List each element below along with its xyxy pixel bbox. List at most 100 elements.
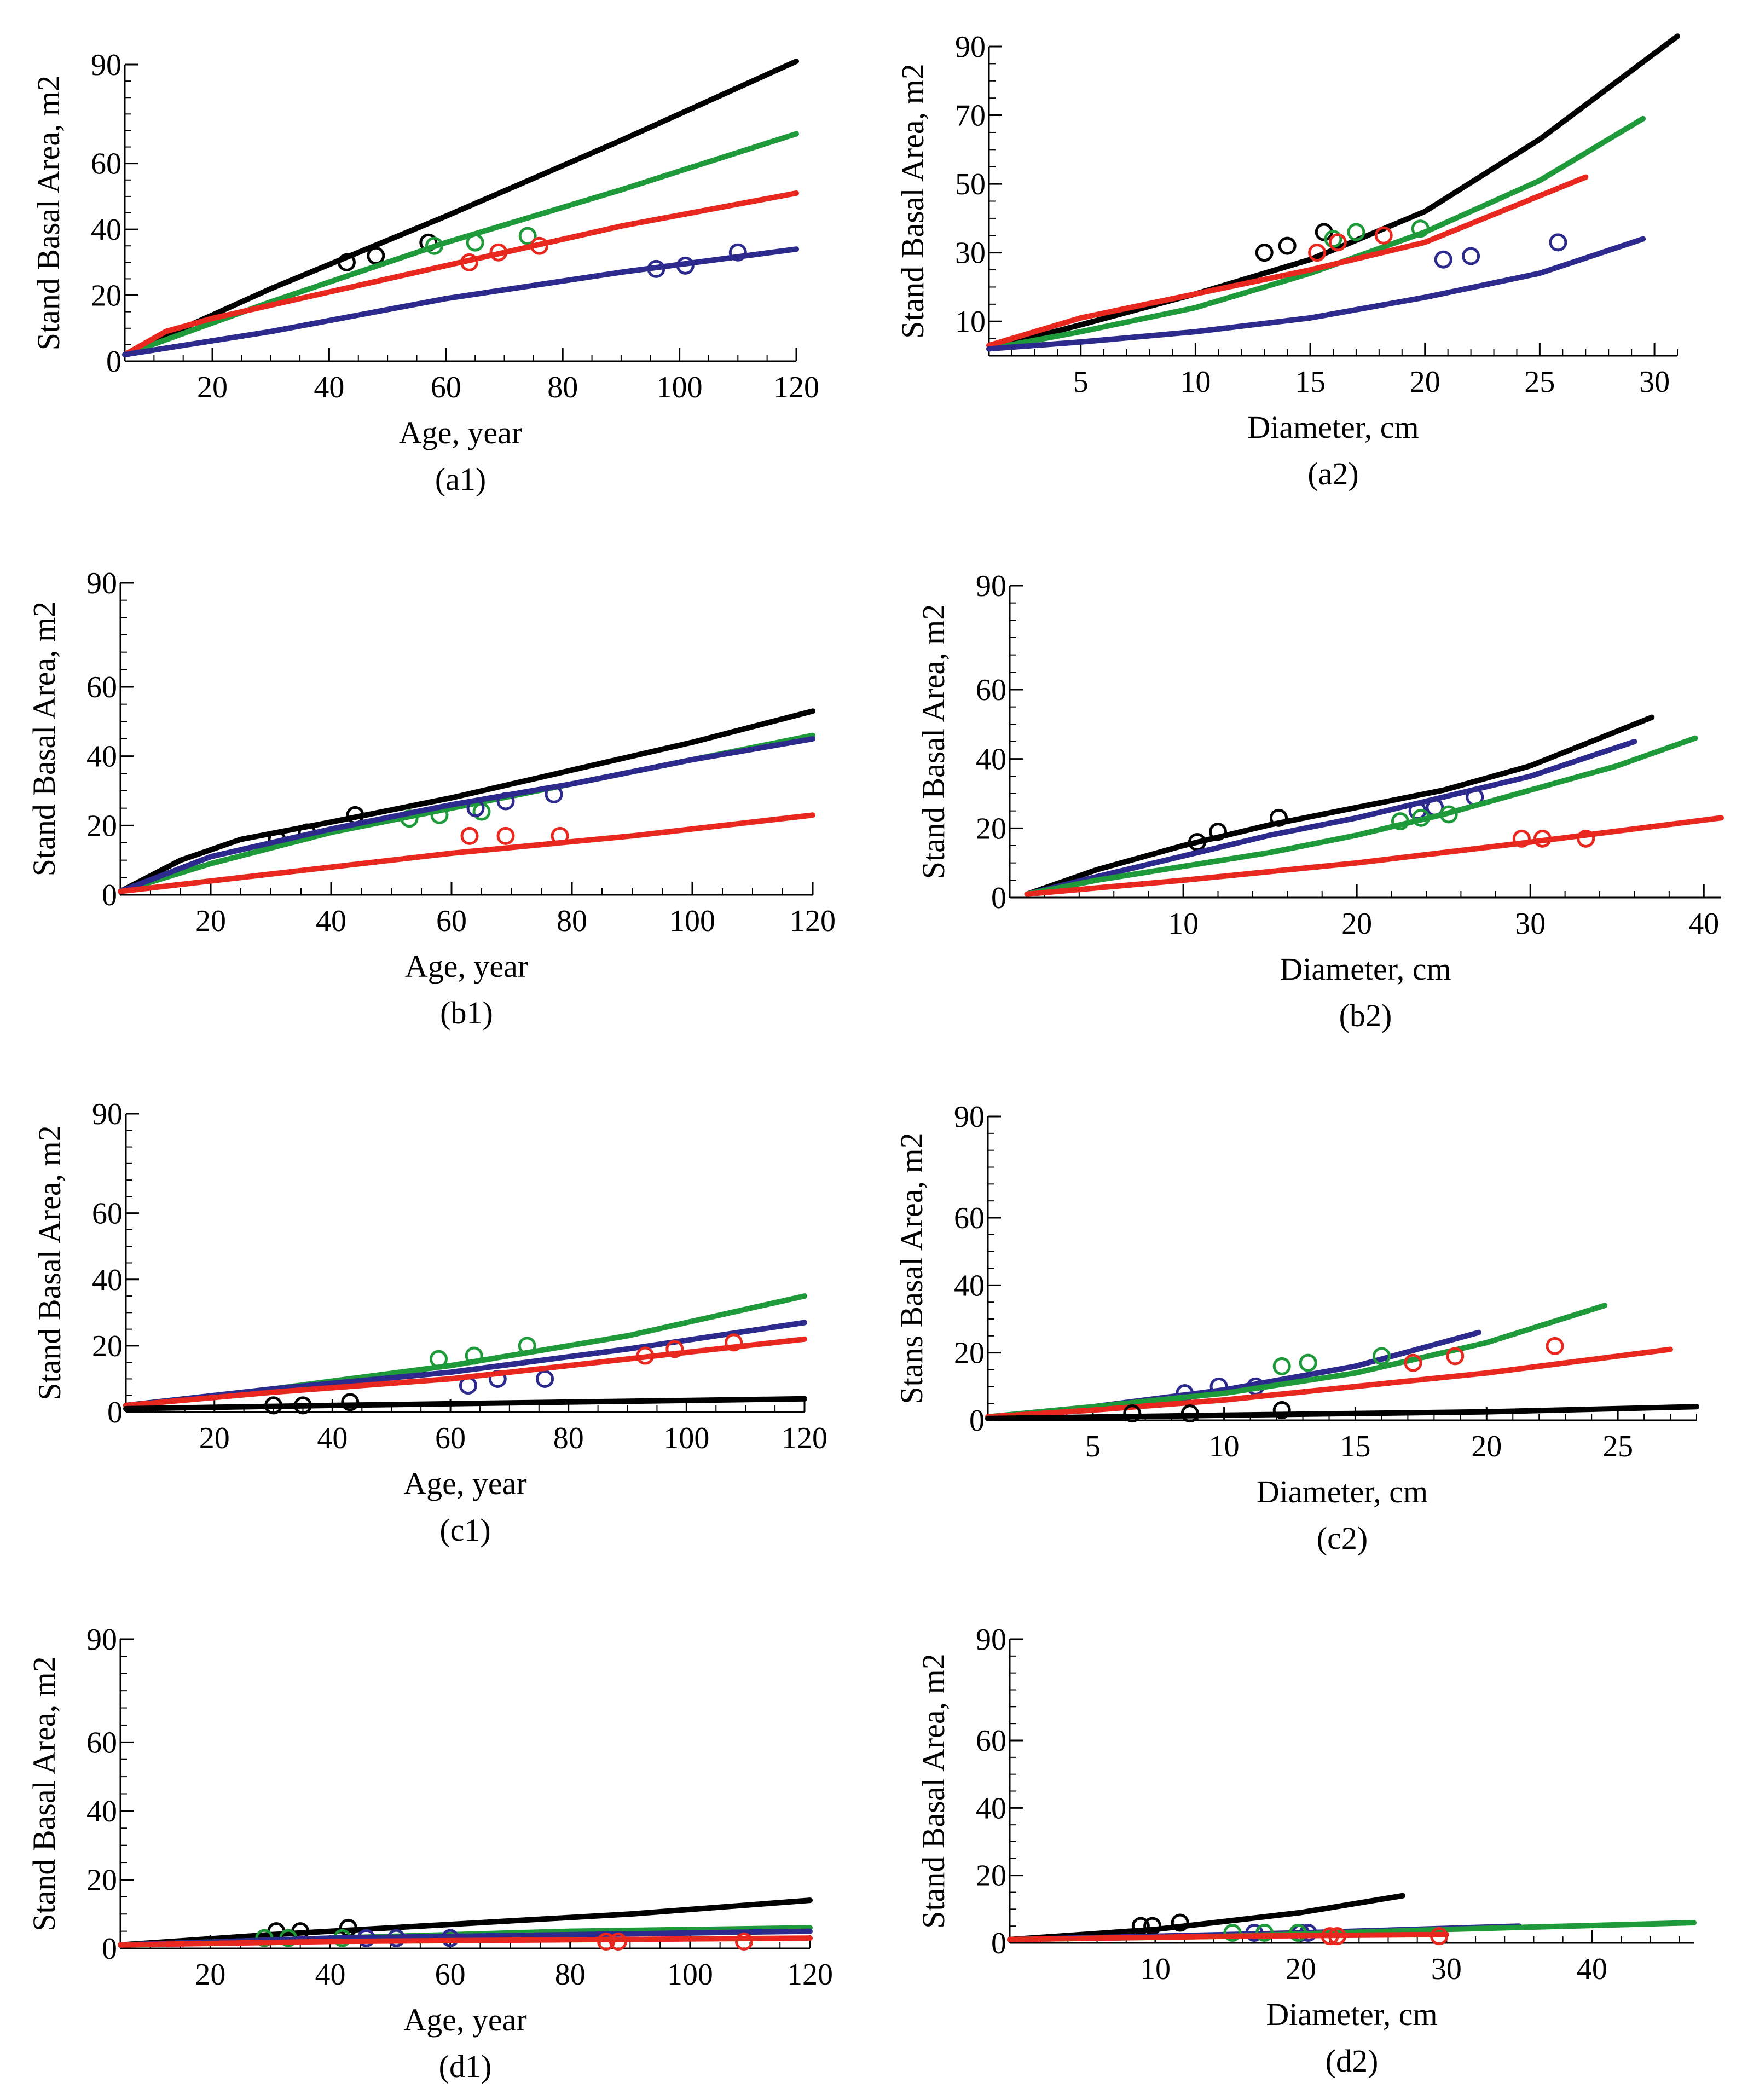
x-tick-label: 80: [555, 1958, 586, 1992]
data-point-red: [1546, 1337, 1564, 1355]
data-point-black: [1269, 808, 1288, 827]
data-point-black: [1208, 823, 1227, 841]
chart-c1: 0 20 40 60 90 20 40 60 80 100 120 Age, year (c1) Stan…: [32, 1097, 827, 1548]
data-point-red: [725, 1333, 743, 1352]
y-tick-label: 20: [86, 1863, 117, 1897]
x-tick-label: 40: [1577, 1952, 1607, 1986]
x-tick-label: 40: [317, 1421, 348, 1455]
data-point-green: [1411, 808, 1430, 827]
data-point-red: [1328, 233, 1347, 252]
x-axis-label: Diameter, cm: [1280, 951, 1451, 987]
y-tick-label: 60: [976, 673, 1006, 707]
y-tick-label: 20: [91, 279, 121, 313]
x-tick-label: 40: [315, 1958, 345, 1992]
series-line-black: [118, 708, 815, 894]
y-tick-label: 40: [976, 743, 1006, 777]
data-point-blue: [1549, 233, 1567, 252]
y-tick-label: 60: [954, 1201, 985, 1235]
data-point-green: [1272, 1357, 1291, 1375]
x-tick-label: 20: [195, 904, 226, 938]
series-line-black: [1007, 1893, 1406, 1942]
data-point-green: [465, 1346, 483, 1365]
x-tick-label: 40: [316, 904, 346, 938]
data-point-black: [1278, 236, 1297, 255]
y-tick-label: 40: [92, 1263, 123, 1297]
data-point-red: [636, 1346, 655, 1365]
series-line-black: [1024, 714, 1655, 897]
data-point-red: [551, 826, 569, 845]
chart-b1: 0 20 40 60 90 20 40 60 80 100 120 Age, year (b1) Stan…: [26, 566, 836, 1031]
y-tick-label: 90: [976, 1623, 1006, 1657]
series-line-black: [985, 1404, 1699, 1421]
y-tick-label: 0: [107, 1396, 123, 1430]
x-tick-label: 120: [782, 1421, 827, 1455]
x-tick-label: 20: [1286, 1952, 1316, 1986]
x-tick-label: 10: [1140, 1952, 1171, 1986]
data-point-red: [1328, 1927, 1346, 1946]
data-point-black: [1188, 833, 1206, 852]
data-point-blue: [647, 259, 665, 278]
data-point-blue: [728, 243, 747, 262]
y-tick-label: 20: [954, 1337, 985, 1370]
x-tick-label: 25: [1602, 1430, 1633, 1463]
y-tick-label: 40: [91, 213, 121, 247]
series-line-blue: [986, 236, 1646, 352]
chart-b2: 0 20 40 60 90 10 20 30 40 Diameter, cm (b2) Stand B…: [916, 569, 1724, 1033]
y-tick-label: 0: [102, 878, 117, 912]
x-tick-label: 120: [773, 371, 819, 404]
y-tick-label: 60: [976, 1724, 1006, 1758]
y-tick-label: 20: [976, 1859, 1006, 1893]
data-point-red: [460, 826, 479, 845]
series-line-blue: [118, 736, 815, 894]
data-point-black: [1171, 1913, 1189, 1932]
data-point-green: [518, 227, 537, 245]
x-tick-label: 100: [669, 904, 715, 938]
chart-a2: 10 30 50 70 90 5 10 15 20 25 30 Diameter, cm (a2) Sta…: [895, 30, 1680, 491]
y-tick-label: 0: [969, 1404, 985, 1438]
series-line-black: [122, 59, 799, 357]
x-tick-label: 60: [435, 1421, 466, 1455]
y-tick-label: 90: [86, 566, 117, 600]
data-point-blue: [1462, 247, 1480, 265]
x-tick-label: 100: [657, 371, 703, 404]
data-point-green: [466, 233, 484, 252]
series-line-blue: [122, 246, 799, 357]
x-axis-label: Diameter, cm: [1266, 1997, 1437, 2032]
x-tick-label: 5: [1085, 1430, 1101, 1463]
series-line-red: [1024, 815, 1724, 897]
chart-a1: 0 20 40 60 90 20 40 60 80 100 120 Age, year (a1) Stan…: [31, 48, 819, 497]
x-tick-label: 20: [1471, 1430, 1502, 1463]
series-line-black: [118, 1897, 813, 1948]
chart-caption: (a2): [1307, 456, 1358, 491]
x-tick-label: 80: [547, 371, 578, 404]
y-tick-label: 10: [955, 305, 986, 339]
data-point-red: [489, 243, 508, 262]
chart-caption: (a1): [435, 461, 486, 497]
y-tick-label: 90: [92, 1097, 123, 1131]
data-point-blue: [466, 799, 485, 818]
data-point-red: [734, 1932, 753, 1951]
series-line-green: [986, 115, 1646, 352]
y-tick-label: 60: [86, 670, 117, 704]
x-tick-label: 25: [1524, 365, 1555, 399]
data-point-black: [1180, 1404, 1199, 1423]
y-tick-label: 20: [976, 812, 1006, 846]
series-line-red: [118, 812, 815, 894]
series-line-green: [1024, 735, 1698, 897]
y-axis-label: Stand Basal Area, m2: [916, 604, 951, 880]
series-line-red: [1007, 1931, 1449, 1942]
data-point-black: [1131, 1917, 1150, 1935]
x-tick-label: 20: [1341, 907, 1372, 941]
data-point-black: [264, 1396, 283, 1415]
data-point-red: [1430, 1927, 1449, 1946]
data-point-red: [1446, 1347, 1465, 1366]
y-tick-label: 0: [991, 881, 1006, 915]
x-tick-label: 10: [1168, 907, 1199, 941]
data-point-red: [1577, 829, 1595, 848]
series-line-blue: [1024, 739, 1637, 897]
x-tick-label: 40: [1688, 907, 1719, 941]
x-tick-label: 80: [553, 1421, 584, 1455]
chart-caption: (b1): [440, 995, 493, 1031]
x-tick-label: 20: [197, 371, 228, 404]
series-line-blue: [985, 1329, 1481, 1420]
